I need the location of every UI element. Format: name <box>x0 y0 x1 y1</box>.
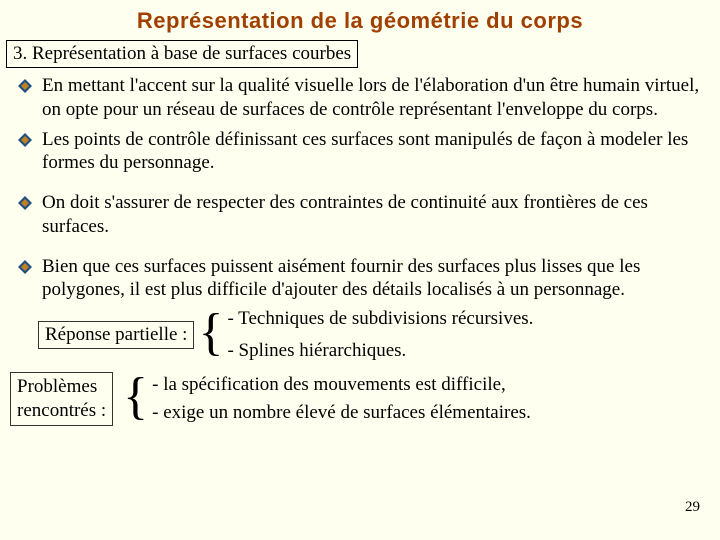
diamond-icon <box>18 79 32 93</box>
slide-title: Représentation de la géométrie du corps <box>0 0 720 38</box>
brace-icon: { <box>194 307 227 359</box>
brace-icon: { <box>119 371 152 423</box>
page-number: 29 <box>685 499 700 516</box>
diamond-icon <box>18 260 32 274</box>
subtitle-box: 3. Représentation à base de surfaces cou… <box>6 40 358 68</box>
response-item: - Splines hiérarchiques. <box>227 340 533 362</box>
response-item: - Techniques de subdivisions récursives. <box>227 308 533 330</box>
problem-item: - exige un nombre élevé de surfaces élém… <box>152 402 531 424</box>
bullet-item: On doit s'assurer de respecter des contr… <box>18 191 702 239</box>
problem-item: - la spécification des mouvements est di… <box>152 374 531 396</box>
response-label: Réponse partielle : <box>45 324 187 345</box>
response-items: - Techniques de subdivisions récursives.… <box>227 308 533 362</box>
problems-label-line1: Problèmes <box>17 376 97 397</box>
response-label-box: Réponse partielle : <box>38 321 194 349</box>
subtitle-text: 3. Représentation à base de surfaces cou… <box>13 43 351 64</box>
content-area: En mettant l'accent sur la qualité visue… <box>0 68 720 362</box>
bullet-item: Bien que ces surfaces puissent aisément … <box>18 255 702 303</box>
problem-items: - la spécification des mouvements est di… <box>152 374 531 424</box>
bullet-item: En mettant l'accent sur la qualité visue… <box>18 74 702 122</box>
problems-label-line2: rencontrés : <box>17 400 106 421</box>
bullet-text: Bien que ces surfaces puissent aisément … <box>42 255 702 303</box>
title-text: Représentation de la géométrie du corps <box>137 8 583 33</box>
problems-label-box: Problèmes rencontrés : <box>10 372 113 426</box>
response-row: Réponse partielle : { - Techniques de su… <box>38 308 702 362</box>
bullet-text: Les points de contrôle définissant ces s… <box>42 128 702 176</box>
bullet-item: Les points de contrôle définissant ces s… <box>18 128 702 176</box>
bullet-text: En mettant l'accent sur la qualité visue… <box>42 74 702 122</box>
diamond-icon <box>18 196 32 210</box>
bullet-text: On doit s'assurer de respecter des contr… <box>42 191 702 239</box>
problems-row: Problèmes rencontrés : { - la spécificat… <box>0 372 720 426</box>
diamond-icon <box>18 133 32 147</box>
